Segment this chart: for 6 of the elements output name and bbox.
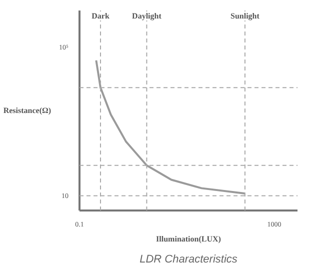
text: LDR Characteristics	[140, 254, 238, 266]
y-axis-title: Resistance(Ω)	[3, 106, 52, 115]
ref-line-label: Daylight	[132, 12, 162, 20]
x-axis-title: Illumination(LUX)	[156, 234, 222, 244]
ref-line-label: Dark	[92, 12, 110, 20]
ref-line-label: Sunlight	[230, 12, 260, 20]
